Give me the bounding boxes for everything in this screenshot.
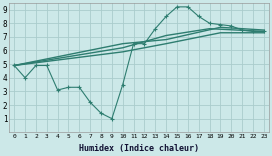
- X-axis label: Humidex (Indice chaleur): Humidex (Indice chaleur): [79, 144, 199, 153]
